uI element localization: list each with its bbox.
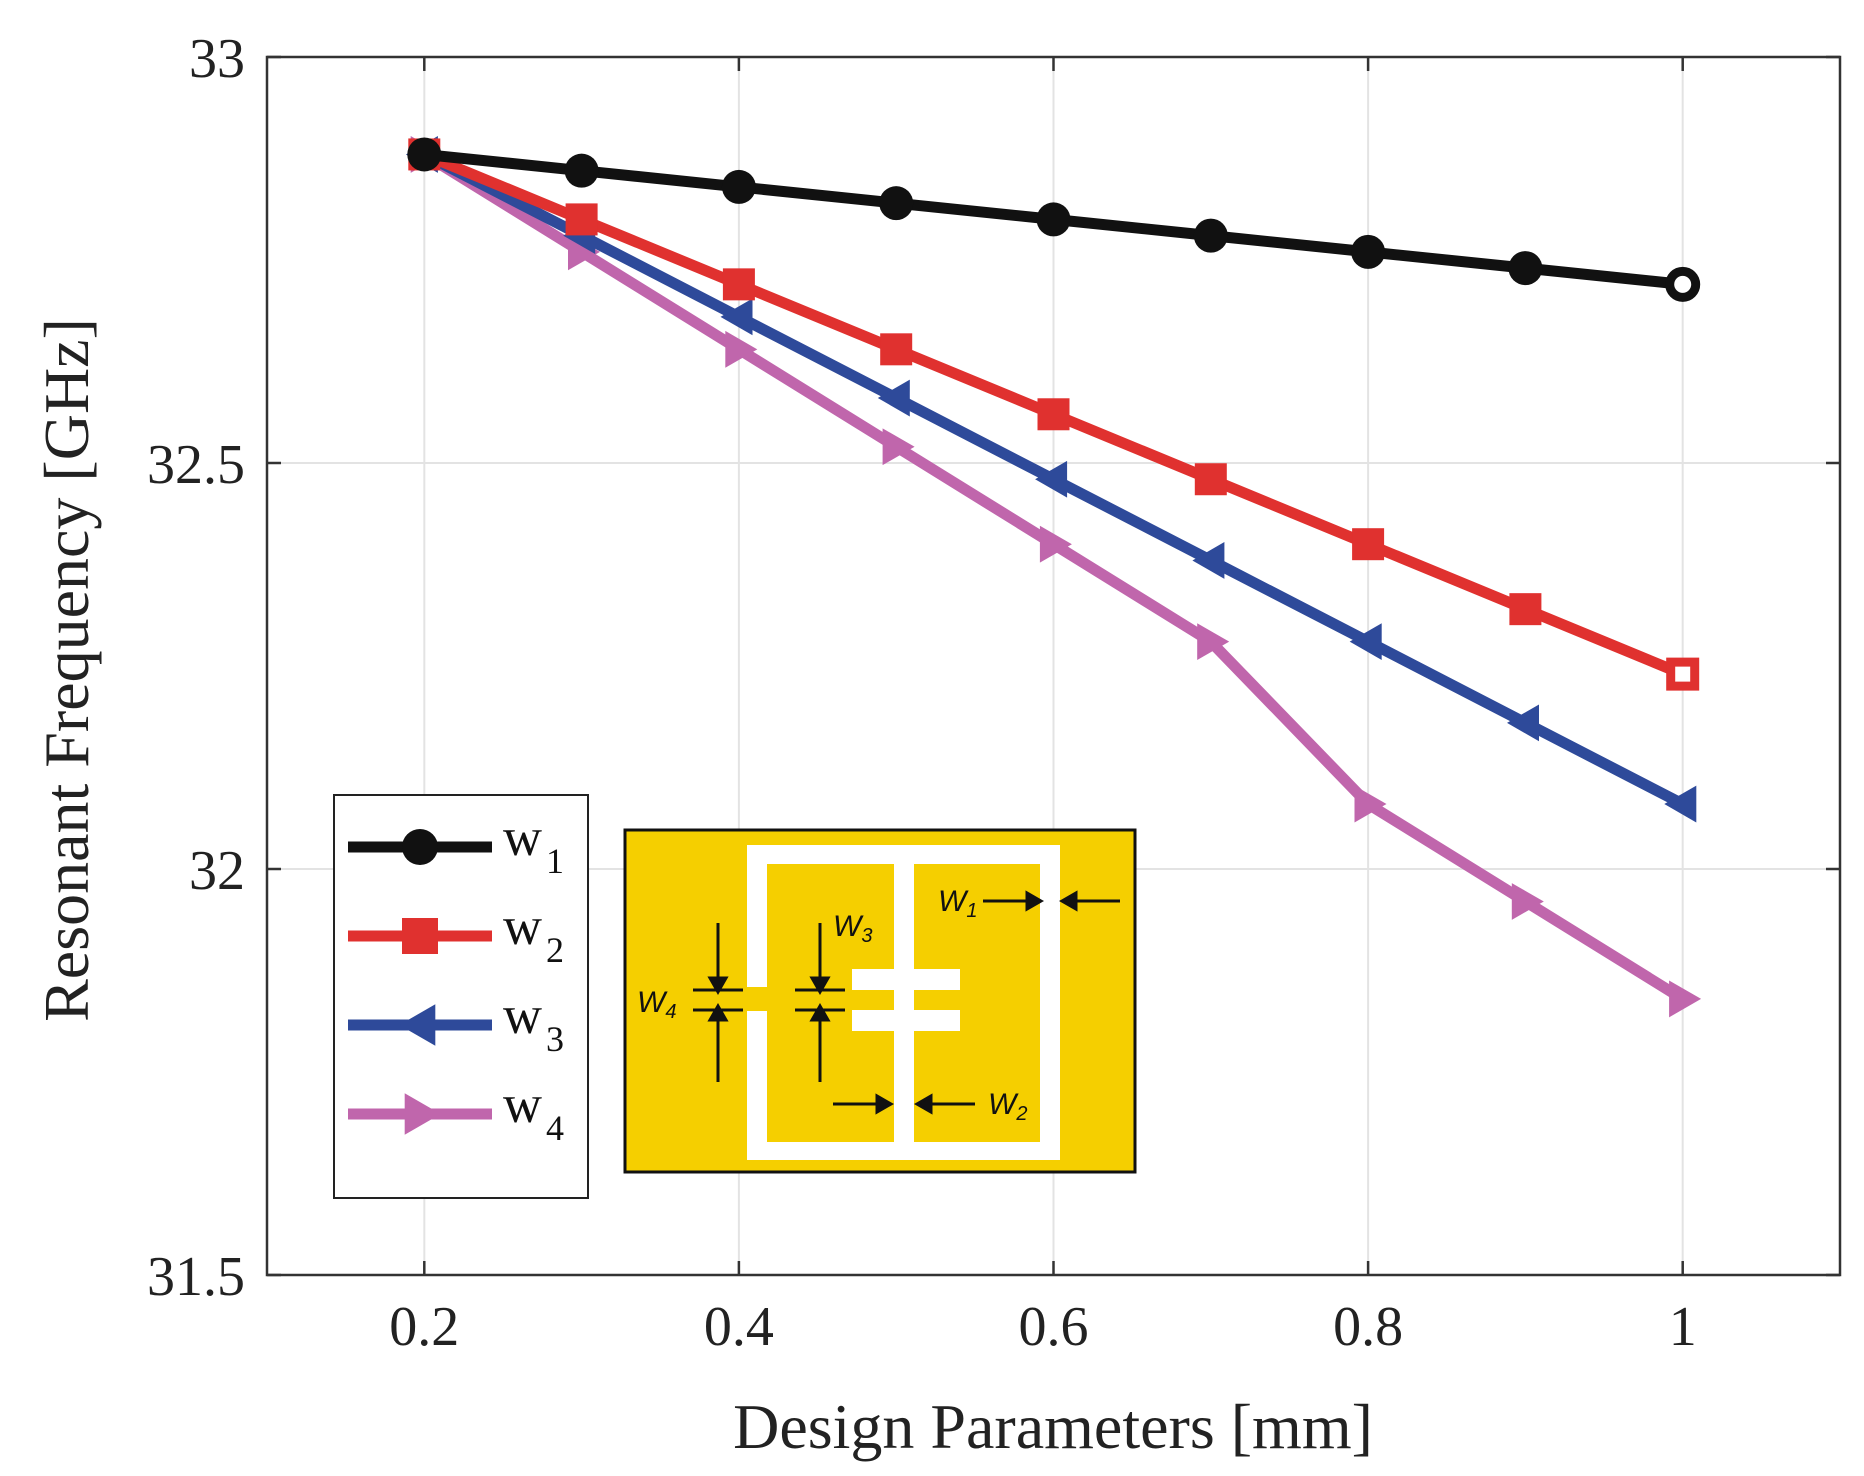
data-point-w2	[565, 203, 598, 236]
data-point-w4	[1197, 623, 1230, 661]
data-point-w4	[1039, 525, 1072, 563]
x-axis-label: Design Parameters [mm]	[733, 1391, 1373, 1462]
y-tick-label: 33	[189, 28, 245, 90]
data-point-w4	[1354, 785, 1387, 823]
data-point-w1	[721, 169, 756, 204]
data-point-w1	[1036, 202, 1071, 237]
data-point-w3	[1507, 704, 1539, 742]
x-tick-label: 0.2	[389, 1296, 459, 1358]
data-point-w1	[1351, 234, 1386, 269]
legend-box	[333, 794, 589, 1199]
data-point-w3	[1035, 460, 1068, 498]
data-point-w2	[880, 333, 913, 366]
legend: w 1 w 2 w 3 w 4	[333, 794, 589, 1199]
axes: 0.2 0.4 0.6 0.8 1 31.5 32 32.5 33	[147, 28, 1840, 1358]
inset-label-w3: W3	[833, 910, 872, 947]
y-tick-label: 32	[189, 840, 245, 902]
series-layer	[405, 136, 1702, 1018]
data-point-w3	[1664, 785, 1697, 823]
x-tick-label: 0.8	[1333, 1296, 1403, 1358]
y-tick-label: 32.5	[147, 434, 245, 496]
inset-arrows	[693, 890, 1120, 1115]
data-point-w4	[882, 428, 915, 466]
inset-label-w4: W4	[637, 986, 676, 1023]
data-point-w3	[1192, 542, 1225, 579]
data-point-w1	[1665, 266, 1701, 302]
data-point-w2	[1352, 528, 1385, 561]
legend-marker	[404, 1093, 441, 1135]
legend-marker	[402, 829, 438, 865]
x-tick-label: 0.4	[704, 1296, 774, 1358]
data-point-w3	[877, 379, 910, 417]
data-point-w1	[1193, 218, 1228, 253]
series-w3	[405, 136, 1697, 823]
inset-t-slot-stem	[894, 969, 914, 1142]
y-axis-label: Resonant Frequency [GHz]	[31, 318, 102, 1022]
inset-label-w1: W1	[938, 885, 977, 922]
data-point-w4	[725, 330, 758, 368]
data-point-w2	[1509, 593, 1542, 626]
inset-slot-gap-left	[747, 987, 767, 1011]
data-point-w1	[1508, 251, 1543, 286]
data-point-w2	[722, 268, 755, 301]
data-point-w2	[1194, 463, 1227, 496]
x-tick-label: 0.6	[1019, 1296, 1089, 1358]
legend-marker	[402, 918, 438, 954]
data-point-w3	[1349, 623, 1382, 661]
data-point-w3	[720, 298, 753, 336]
legend-marker	[399, 1004, 436, 1046]
inset-label-w2: W2	[988, 1088, 1027, 1125]
data-point-w2	[1037, 398, 1070, 431]
data-point-w2	[1666, 657, 1700, 691]
data-point-w4	[1511, 883, 1544, 920]
data-point-w1	[407, 137, 442, 172]
y-tick-label: 31.5	[147, 1246, 245, 1308]
x-tick-label: 1	[1669, 1296, 1697, 1358]
inset-diagram: W1 W3 W4 W2	[623, 828, 1137, 1174]
data-point-w1	[879, 186, 914, 221]
data-point-w1	[564, 153, 599, 188]
data-point-w4	[1669, 980, 1702, 1018]
series-w1	[407, 137, 1701, 302]
